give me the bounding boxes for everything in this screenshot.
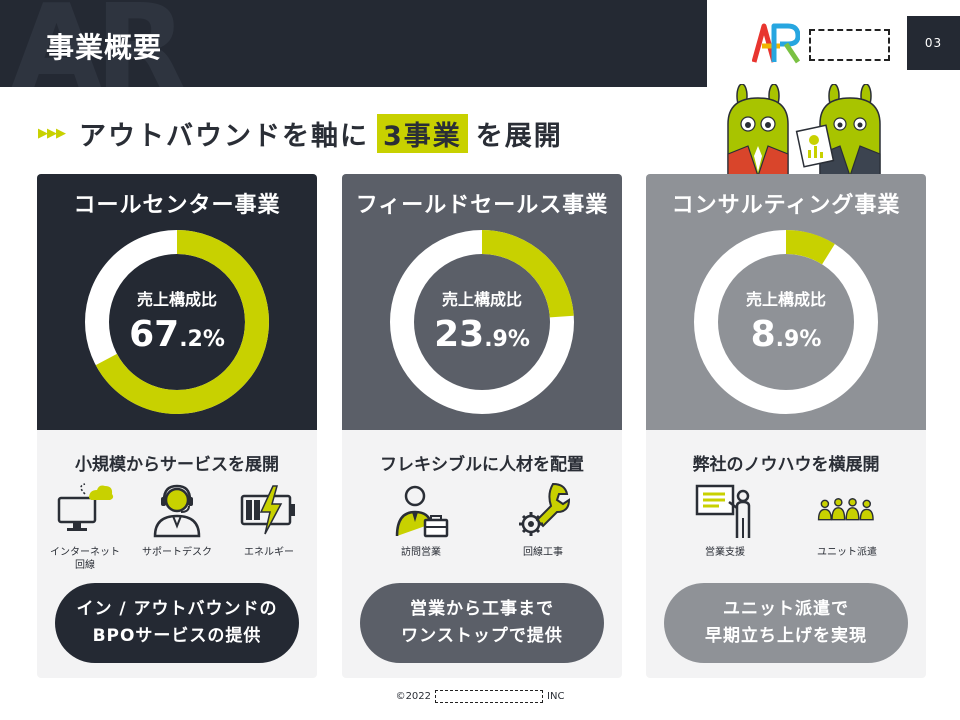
pill-line-2: 早期立ち上げを実現 [705, 626, 867, 646]
company-name-placeholder [435, 690, 544, 703]
copyright-text: ©2022 [395, 691, 432, 702]
icon-label: 訪問営業 [401, 547, 441, 558]
share-donut [390, 230, 574, 414]
service-pill: ユニット派遣で 早期立ち上げを実現 [664, 583, 908, 663]
icon-row: 営業支援 ユニット派遣 [646, 482, 926, 574]
ratio-label: 売上構成比 [136, 290, 217, 309]
tagline-highlight: 3事業 [377, 113, 468, 153]
card-top: コンサルティング事業 売上構成比 8.9% [646, 174, 926, 430]
page-number: 03 [907, 16, 960, 70]
pill-line-1: 営業から工事まで [410, 599, 554, 619]
company-name-placeholder [809, 29, 890, 61]
ratio-int: 67 [129, 314, 180, 355]
icon-item: インターネット 回線 [49, 482, 121, 574]
tagline-before: アウトバウンドを軸に [79, 120, 369, 152]
card-subtitle: 小規模からサービスを展開 [75, 455, 279, 475]
triple-arrow-icon: ▶▶▶ [38, 125, 66, 141]
team-group-icon [817, 498, 874, 521]
card-subtitle: 弊社のノウハウを横展開 [692, 455, 880, 475]
company-logo-icon [752, 23, 800, 64]
business-card-field-sales: フィールドセールス事業 売上構成比 23.9% フレキシブルに人材を配置 訪問営… [342, 174, 622, 678]
ratio-int: 8 [750, 314, 776, 355]
card-top: フィールドセールス事業 売上構成比 23.9% [342, 174, 622, 430]
card-subtitle: フレキシブルに人材を配置 [380, 455, 584, 475]
icon-item: サポートデスク [141, 482, 213, 574]
pill-line-2: BPOサービスの提供 [92, 626, 262, 646]
ratio-int: 23 [434, 314, 485, 355]
icon-item: 訪問営業 [385, 482, 457, 574]
icon-label: 回線工事 [523, 547, 563, 558]
pill-line-1: イン / アウトバウンドの [76, 599, 278, 619]
icon-row: インターネット 回線 サポートデスク エネルギー [37, 482, 317, 574]
icon-item: 回線工事 [507, 482, 579, 574]
icon-item: 営業支援 [689, 482, 761, 574]
service-pill: 営業から工事まで ワンストップで提供 [360, 583, 604, 663]
card-title: コールセンター事業 [73, 193, 281, 218]
ratio-label: 売上構成比 [441, 290, 522, 309]
presentation-board-icon [695, 484, 751, 538]
donut-arc [390, 230, 574, 414]
share-donut [85, 230, 269, 414]
footer: ©2022 INC [0, 690, 960, 703]
headset-operator-icon [153, 484, 201, 538]
card-top: コールセンター事業 売上構成比 67.2% [37, 174, 317, 430]
card-title: フィールドセールス事業 [355, 193, 609, 218]
icon-row: 訪問営業 回線工事 [342, 482, 622, 574]
businessperson-briefcase-icon [395, 485, 449, 538]
copyright-suffix: INC [547, 691, 565, 702]
service-pill: イン / アウトバウンドの BPOサービスの提供 [55, 583, 299, 663]
donut-arc [85, 230, 269, 414]
wrench-gear-icon [519, 482, 571, 536]
mascot-characters-icon [727, 84, 881, 176]
battery-bolt-icon [240, 485, 295, 535]
computer-cloud-icon [57, 483, 114, 531]
icon-item: エネルギー [233, 482, 305, 574]
ratio-dec: .9 [775, 327, 800, 352]
ratio-unit: % [799, 327, 822, 352]
icon-label: インターネット 回線 [50, 547, 120, 571]
header-band: AR 事業概要 [0, 0, 707, 87]
pill-line-2: ワンストップで提供 [401, 626, 563, 646]
header-watermark: AR [10, 0, 187, 87]
card-title: コンサルティング事業 [671, 193, 901, 218]
icon-label: 営業支援 [705, 547, 745, 558]
ratio-value: 8.9% [646, 314, 926, 355]
icon-label: ユニット派遣 [817, 547, 877, 558]
donut-arc [694, 230, 878, 414]
ratio-label: 売上構成比 [745, 290, 826, 309]
icon-label: エネルギー [244, 547, 294, 558]
share-donut [694, 230, 878, 414]
tagline: ▶▶▶ アウトバウンドを軸に 3事業 を展開 [38, 113, 563, 153]
ratio-dec: .9 [484, 327, 508, 352]
icon-item: ユニット派遣 [811, 482, 883, 574]
business-card-consulting: コンサルティング事業 売上構成比 8.9% 弊社のノウハウを横展開 営業支援 [646, 174, 926, 678]
ratio-value: 23.9% [342, 314, 622, 355]
ratio-value: 67.2% [37, 314, 317, 355]
business-card-call-center: コールセンター事業 売上構成比 67.2% 小規模からサービスを展開 インターネ… [37, 174, 317, 678]
ratio-unit: % [507, 327, 530, 352]
ratio-dec: .2 [179, 327, 203, 352]
pill-line-1: ユニット派遣で [723, 599, 849, 619]
icon-label: サポートデスク [142, 547, 212, 558]
tagline-after: を展開 [475, 120, 563, 152]
ratio-unit: % [202, 327, 225, 352]
page-title: 事業概要 [46, 31, 163, 64]
